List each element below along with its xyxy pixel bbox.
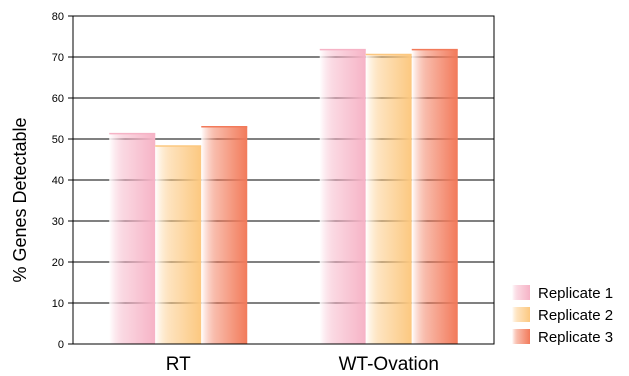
- bar-wt-ovation-series-3: [411, 49, 458, 345]
- bar-wt-ovation-series-2: [365, 54, 412, 344]
- y-tick-label: 30: [52, 216, 64, 228]
- bar-rt-series-1: [109, 133, 156, 344]
- legend-swatch: [512, 307, 530, 322]
- y-tick-label: 10: [52, 298, 64, 310]
- y-tick-label: 20: [52, 257, 64, 269]
- bar-rt-series-2: [155, 145, 202, 344]
- bar-rt-series-3: [201, 126, 248, 344]
- axes: 0 10 20 30 40 50 60 70 80 RT WT-Ovation: [52, 11, 495, 375]
- x-category-label: WT-Ovation: [339, 354, 439, 375]
- y-tick-label: 60: [52, 93, 64, 105]
- legend-label: Replicate 3: [538, 329, 613, 346]
- legend-label: Replicate 2: [538, 307, 613, 324]
- bar-wt-ovation-series-1: [319, 49, 366, 345]
- x-category-label: RT: [166, 354, 191, 375]
- y-tick-label: 70: [52, 52, 64, 64]
- legend-swatch: [512, 329, 530, 344]
- legend-label: Replicate 1: [538, 285, 613, 302]
- plot-frame: [72, 15, 495, 345]
- y-tick-label: 80: [52, 11, 64, 23]
- legend: Replicate 1 Replicate 2 Replicate 3: [512, 285, 613, 346]
- y-tick-label: 0: [58, 339, 64, 351]
- y-tick-label: 50: [52, 134, 64, 146]
- bars: [109, 48, 458, 345]
- y-tick-label: 40: [52, 175, 64, 187]
- legend-swatch: [512, 285, 530, 300]
- y-axis-label: % Genes Detectable: [10, 117, 30, 282]
